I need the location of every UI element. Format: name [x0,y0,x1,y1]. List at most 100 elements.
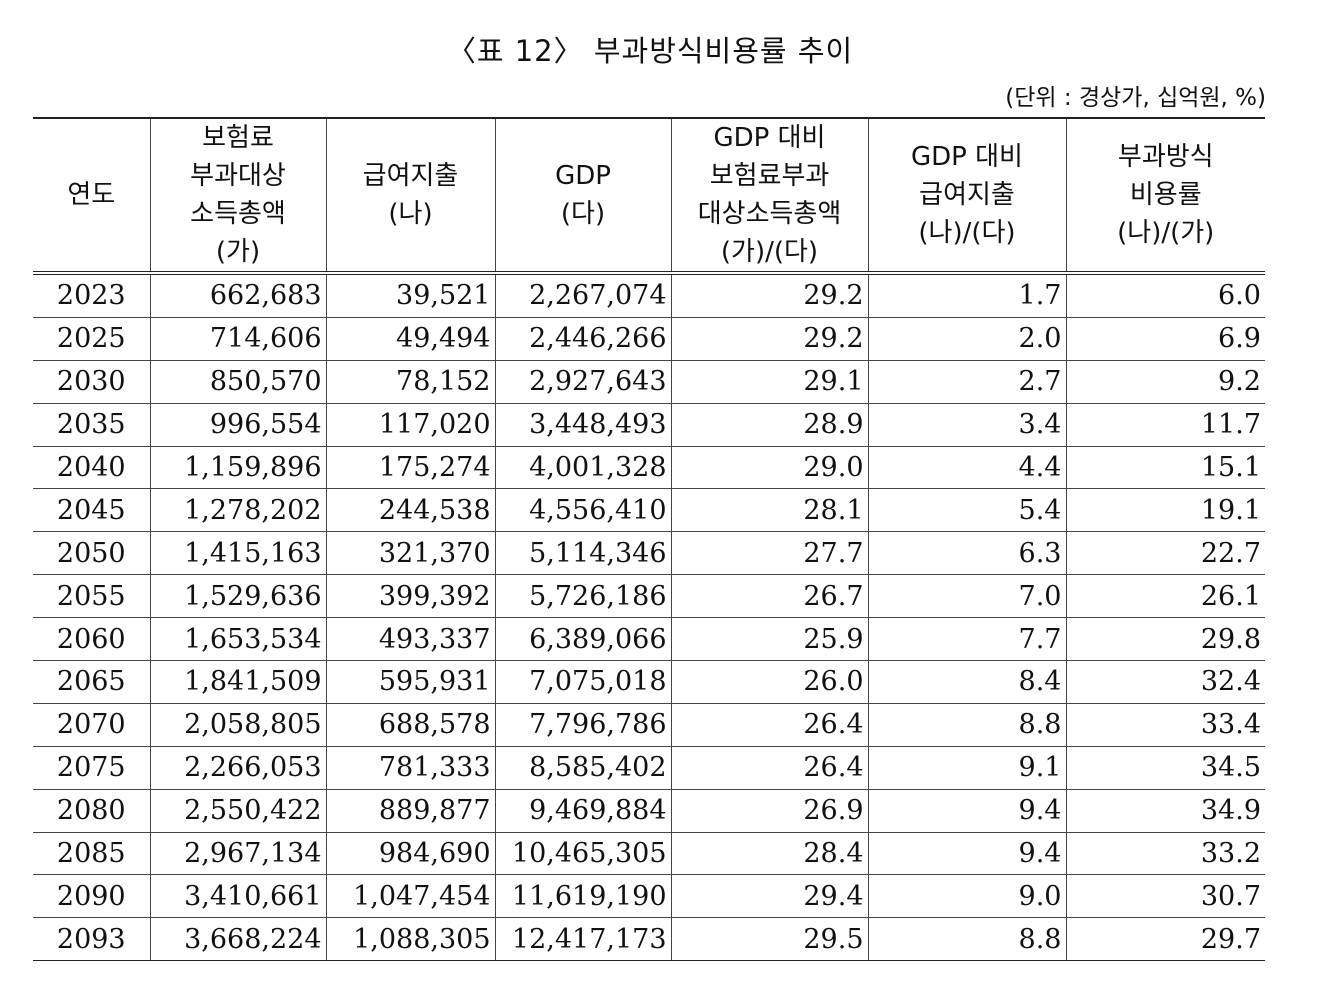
header-gdp: GDP (다) [494,117,671,275]
header-year: 연도 [33,117,150,275]
cell-expenditure-to-gdp: 8.8 [867,703,1066,747]
cell-income-base: 2,967,134 [149,832,326,876]
table-row: 2055 1,529,636 399,392 5,726,186 26.7 7.0 26.1 [33,574,1265,619]
cell-gdp: 2,446,266 [494,317,671,361]
cell-year: 2070 [33,703,150,747]
cell-benefit-expenditure: 493,337 [325,617,495,662]
cell-paygo-cost-rate: 32.4 [1065,660,1265,704]
cell-paygo-cost-rate: 29.7 [1065,917,1265,962]
table-row: 2093 3,668,224 1,088,305 12,417,173 29.5 8.8 2… [33,917,1265,962]
table-row: 2040 1,159,896 175,274 4,001,328 29.0 4.4 15.1 [33,446,1265,490]
cell-income-to-gdp: 28.1 [670,488,868,533]
cell-year: 2093 [33,917,150,962]
cell-paygo-cost-rate: 15.1 [1065,446,1265,490]
header-income-base: 보험료 부과대상 소득총액 (가) [149,117,326,275]
cell-year: 2090 [33,874,150,919]
cell-income-base: 662,683 [149,273,326,318]
cell-paygo-cost-rate: 33.4 [1065,703,1265,747]
cell-gdp: 12,417,173 [494,917,671,962]
cell-income-to-gdp: 29.1 [670,360,868,404]
cell-expenditure-to-gdp: 3.4 [867,403,1066,447]
cell-year: 2040 [33,446,150,490]
cell-year: 2030 [33,360,150,404]
cell-income-to-gdp: 26.4 [670,703,868,747]
table-row: 2085 2,967,134 984,690 10,465,305 28.4 9.4 33.… [33,832,1265,876]
cell-gdp: 3,448,493 [494,403,671,447]
cell-benefit-expenditure: 688,578 [325,703,495,747]
cell-gdp: 10,465,305 [494,832,671,876]
cell-year: 2075 [33,746,150,790]
table-row: 2060 1,653,534 493,337 6,389,066 25.9 7.7 29.8 [33,617,1265,662]
cell-income-base: 714,606 [149,317,326,361]
cost-rate-table: 연도 보험료 부과대상 소득총액 (가) 급여지출 (나) GDP (다) GD… [33,117,1265,962]
cell-income-to-gdp: 28.4 [670,832,868,876]
cell-year: 2085 [33,832,150,876]
cell-benefit-expenditure: 781,333 [325,746,495,790]
header-income-to-gdp: GDP 대비 보험료부과 대상소득총액 (가)/(다) [670,117,868,275]
cell-gdp: 4,556,410 [494,488,671,533]
cell-benefit-expenditure: 78,152 [325,360,495,404]
table-title: 〈표 12〉 부과방식비용률 추이 [446,34,854,68]
cell-paygo-cost-rate: 22.7 [1065,531,1265,576]
cell-income-to-gdp: 26.0 [670,660,868,704]
table-row: 2025 714,606 49,494 2,446,266 29.2 2.0 6.9 [33,317,1265,361]
cell-paygo-cost-rate: 30.7 [1065,874,1265,919]
cell-expenditure-to-gdp: 9.0 [867,874,1066,919]
cell-expenditure-to-gdp: 4.4 [867,446,1066,490]
table-row: 2065 1,841,509 595,931 7,075,018 26.0 8.4 32.4 [33,660,1265,704]
cell-paygo-cost-rate: 26.1 [1065,574,1265,619]
cell-income-to-gdp: 29.2 [670,273,868,318]
cell-benefit-expenditure: 49,494 [325,317,495,361]
cell-benefit-expenditure: 595,931 [325,660,495,704]
cell-gdp: 2,267,074 [494,273,671,318]
cell-expenditure-to-gdp: 6.3 [867,531,1066,576]
cell-expenditure-to-gdp: 5.4 [867,488,1066,533]
cell-year: 2080 [33,789,150,833]
cell-income-base: 2,550,422 [149,789,326,833]
cell-benefit-expenditure: 117,020 [325,403,495,447]
cell-gdp: 5,114,346 [494,531,671,576]
cell-expenditure-to-gdp: 2.7 [867,360,1066,404]
cell-paygo-cost-rate: 6.0 [1065,273,1265,318]
cell-benefit-expenditure: 175,274 [325,446,495,490]
table-row: 2030 850,570 78,152 2,927,643 29.1 2.7 9.2 [33,360,1265,404]
cell-expenditure-to-gdp: 7.0 [867,574,1066,619]
table-row: 2050 1,415,163 321,370 5,114,346 27.7 6.3 22.7 [33,531,1265,576]
cell-income-base: 2,058,805 [149,703,326,747]
cell-gdp: 6,389,066 [494,617,671,662]
cell-expenditure-to-gdp: 8.8 [867,917,1066,962]
cell-income-to-gdp: 25.9 [670,617,868,662]
cell-income-base: 996,554 [149,403,326,447]
cell-income-to-gdp: 29.4 [670,874,868,919]
unit-note: (단위 : 경상가, 십억원, %) [1005,85,1266,111]
cell-gdp: 2,927,643 [494,360,671,404]
cell-benefit-expenditure: 399,392 [325,574,495,619]
cell-paygo-cost-rate: 19.1 [1065,488,1265,533]
cell-expenditure-to-gdp: 2.0 [867,317,1066,361]
cell-paygo-cost-rate: 29.8 [1065,617,1265,662]
cell-expenditure-to-gdp: 8.4 [867,660,1066,704]
table-row: 2035 996,554 117,020 3,448,493 28.9 3.4 11.7 [33,403,1265,447]
cell-year: 2060 [33,617,150,662]
cell-gdp: 7,796,786 [494,703,671,747]
cell-benefit-expenditure: 321,370 [325,531,495,576]
cell-income-to-gdp: 29.5 [670,917,868,962]
cell-income-to-gdp: 26.7 [670,574,868,619]
cell-income-base: 850,570 [149,360,326,404]
cell-gdp: 9,469,884 [494,789,671,833]
header-row: 연도 보험료 부과대상 소득총액 (가) 급여지출 (나) GDP (다) GD… [33,117,1265,275]
cell-year: 2023 [33,273,150,318]
header-expenditure-to-gdp: GDP 대비 급여지출 (나)/(다) [867,117,1066,275]
cell-benefit-expenditure: 244,538 [325,488,495,533]
header-paygo-cost-rate: 부과방식 비용률 (나)/(가) [1065,117,1265,275]
cell-benefit-expenditure: 39,521 [325,273,495,318]
cell-gdp: 7,075,018 [494,660,671,704]
cell-expenditure-to-gdp: 9.1 [867,746,1066,790]
table-row: 2075 2,266,053 781,333 8,585,402 26.4 9.1 34.5 [33,746,1265,790]
cell-paygo-cost-rate: 34.9 [1065,789,1265,833]
cell-expenditure-to-gdp: 7.7 [867,617,1066,662]
cell-benefit-expenditure: 889,877 [325,789,495,833]
cell-year: 2025 [33,317,150,361]
cell-income-to-gdp: 28.9 [670,403,868,447]
cell-benefit-expenditure: 984,690 [325,832,495,876]
